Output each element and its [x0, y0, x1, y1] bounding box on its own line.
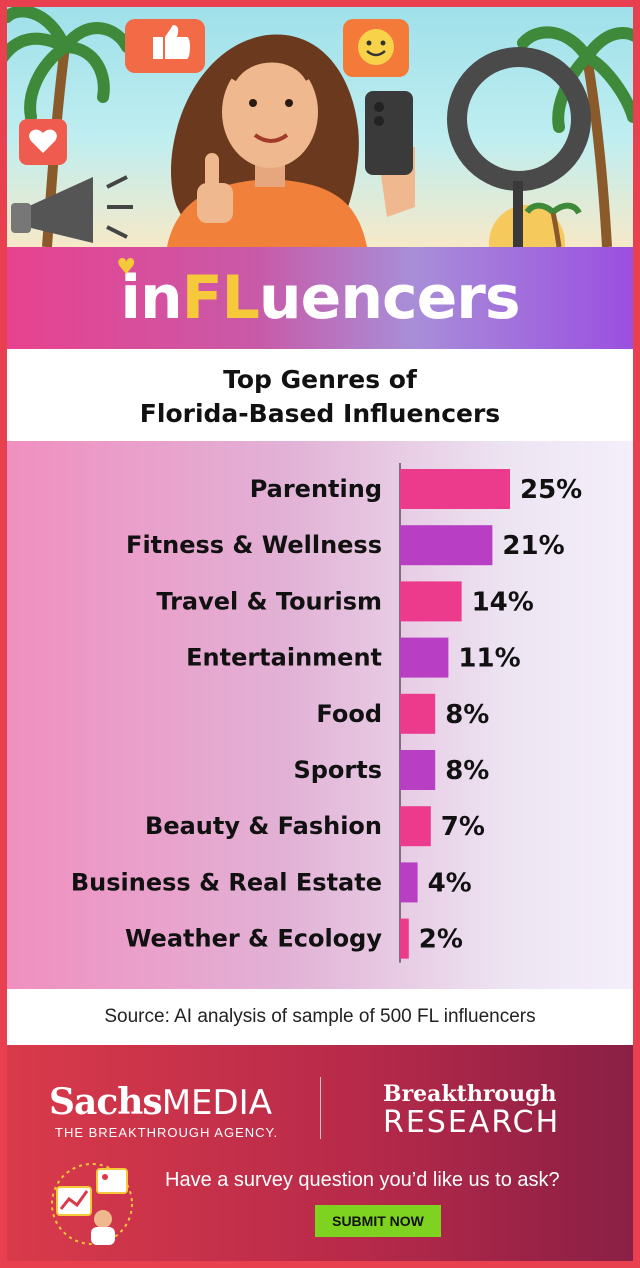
bar	[400, 806, 431, 847]
hero-illustration	[7, 7, 633, 247]
brand-highlight: FL	[181, 263, 260, 333]
category-label: Food	[316, 700, 382, 728]
brand-prefix: in	[120, 263, 182, 333]
logo-divider	[320, 1077, 321, 1139]
chart-title: Top Genres of Florida-Based Influencers	[139, 365, 501, 428]
value-label: 21%	[502, 531, 564, 561]
submit-now-button[interactable]: SUBMIT NOW	[315, 1205, 441, 1237]
bar	[400, 750, 436, 790]
footer: SachsMEDIA THE BREAKTHROUGH AGENCY. Brea…	[7, 1045, 633, 1261]
bar	[400, 693, 436, 734]
category-label: Weather & Ecology	[125, 925, 382, 953]
sachs-media-logo: SachsMEDIA	[49, 1081, 272, 1123]
category-label: Parenting	[250, 475, 382, 503]
media-wordmark: MEDIA	[161, 1083, 272, 1123]
category-label: Entertainment	[186, 644, 382, 672]
value-label: 8%	[445, 700, 489, 730]
bar	[400, 637, 449, 678]
survey-icon	[51, 1163, 133, 1245]
bar	[400, 918, 409, 959]
bar	[400, 581, 462, 622]
value-label: 14%	[472, 587, 534, 617]
category-label: Fitness & Wellness	[126, 531, 382, 559]
source-note: Source: AI analysis of sample of 500 FL …	[104, 1006, 536, 1027]
source-box: Source: AI analysis of sample of 500 FL …	[7, 989, 633, 1045]
value-label: 11%	[458, 644, 520, 674]
heart-icon: ♥	[116, 255, 136, 280]
brand-banner: ♥ inFLuencers	[7, 247, 633, 349]
value-label: 4%	[428, 868, 472, 898]
category-label: Travel & Tourism	[156, 587, 382, 615]
sachs-wordmark: Sachs	[49, 1081, 163, 1123]
category-label: Sports	[293, 756, 382, 784]
bar	[400, 525, 493, 566]
value-label: 2%	[419, 925, 463, 955]
bar-chart-svg: Parenting 25% Fitness & Wellness 21% Travel …	[71, 463, 582, 963]
category-label: Business & Real Estate	[71, 868, 382, 896]
category-label: Beauty & Fashion	[145, 812, 382, 840]
chart-title-box: Top Genres of Florida-Based Influencers	[7, 349, 633, 441]
brand-wordmark: ♥ inFLuencers	[116, 255, 521, 333]
bar	[400, 862, 418, 903]
sachs-tagline: THE BREAKTHROUGH AGENCY.	[55, 1125, 279, 1140]
bar	[400, 469, 510, 509]
value-label: 8%	[445, 756, 489, 786]
breakthrough-logo-line1: Breakthrough	[383, 1081, 557, 1107]
value-label: 25%	[520, 475, 582, 505]
bar-chart: Parenting 25% Fitness & Wellness 21% Travel …	[7, 441, 633, 989]
value-label: 7%	[441, 812, 485, 842]
survey-question: Have a survey question you’d like us to …	[165, 1169, 560, 1191]
brand-suffix: uencers	[258, 263, 521, 333]
breakthrough-logo-line2: RESEARCH	[383, 1105, 561, 1140]
